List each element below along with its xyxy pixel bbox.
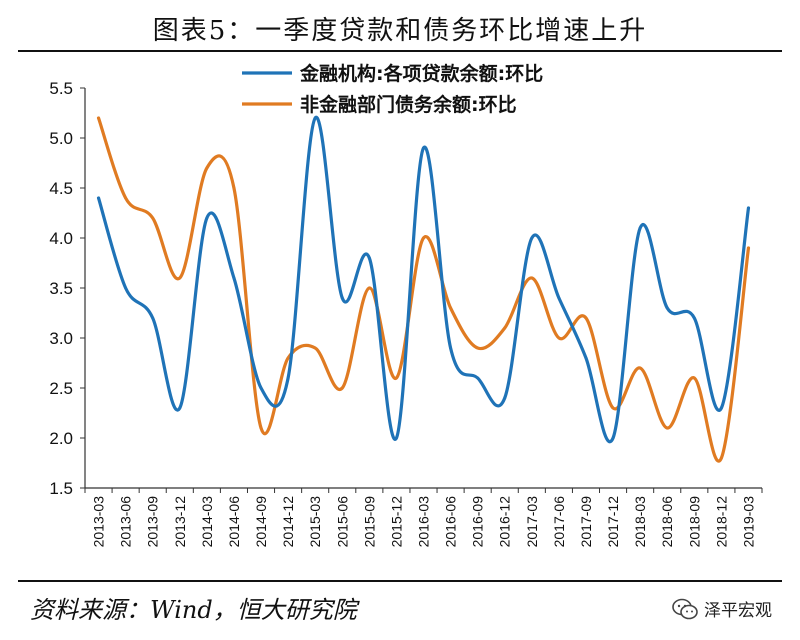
- data-point: [232, 276, 236, 280]
- title-divider: [18, 50, 782, 52]
- data-point: [530, 236, 534, 240]
- x-tick-label: 2016-12: [497, 496, 513, 548]
- y-tick-label: 2.5: [49, 379, 73, 398]
- data-point: [665, 426, 669, 430]
- x-tick-label: 2016-03: [416, 496, 432, 548]
- x-tick-label: 2017-03: [524, 496, 540, 548]
- y-tick-label: 2.0: [49, 429, 73, 448]
- data-point: [205, 216, 209, 220]
- y-tick-label: 4.5: [49, 179, 73, 198]
- x-tick-label: 2017-09: [578, 496, 594, 548]
- data-point: [584, 316, 588, 320]
- chart-series: [96, 116, 751, 463]
- x-tick-label: 2014-03: [199, 496, 215, 548]
- y-tick-label: 5.5: [49, 79, 73, 98]
- x-tick-label: 2017-06: [551, 496, 567, 548]
- data-point: [422, 146, 425, 150]
- legend-label-2: 非金融部门债务余额:环比: [300, 93, 517, 116]
- x-tick-label: 2016-06: [443, 496, 459, 548]
- x-tick-label: 2015-06: [334, 496, 350, 548]
- data-point: [530, 276, 534, 280]
- data-point: [205, 166, 209, 170]
- x-tick-label: 2018-12: [713, 496, 729, 548]
- data-point: [449, 306, 452, 310]
- data-point: [259, 386, 263, 390]
- x-tick-label: 2018-09: [686, 496, 702, 548]
- data-point: [124, 196, 128, 200]
- data-point: [422, 236, 425, 240]
- data-point: [124, 286, 128, 290]
- x-tick-label: 2018-03: [632, 496, 648, 548]
- data-point: [557, 296, 561, 300]
- data-point: [151, 216, 155, 220]
- data-point: [313, 116, 317, 120]
- data-point: [611, 406, 615, 410]
- x-tick-label: 2016-09: [470, 496, 486, 548]
- data-point: [151, 316, 155, 320]
- data-point: [286, 376, 290, 380]
- watermark: 泽平宏观: [672, 596, 772, 621]
- x-tick-label: 2018-06: [659, 496, 675, 548]
- data-point: [97, 116, 100, 120]
- data-point: [747, 206, 750, 210]
- data-point: [584, 356, 588, 360]
- data-point: [476, 376, 480, 380]
- wechat-icon: [672, 598, 698, 619]
- x-tick-label: 2014-09: [253, 496, 269, 548]
- data-point: [638, 366, 642, 370]
- series-line-1: [96, 116, 751, 444]
- data-point: [395, 436, 398, 440]
- data-point: [286, 356, 290, 360]
- data-point: [367, 286, 371, 290]
- chart-title: 图表5：一季度贷款和债务环比增速上升: [152, 16, 648, 46]
- x-tick-label: 2013-06: [118, 496, 134, 548]
- x-tick-label: 2014-12: [280, 496, 296, 548]
- x-tick-label: 2015-03: [307, 496, 323, 548]
- x-tick-label: 2015-12: [388, 496, 404, 548]
- series-line-2: [96, 116, 751, 463]
- x-tick-label: 2013-03: [91, 496, 107, 548]
- legend-label-1: 金融机构:各项贷款余额:环比: [299, 62, 543, 85]
- y-tick-label: 5.0: [49, 129, 73, 148]
- data-point: [340, 296, 344, 300]
- data-point: [747, 246, 750, 250]
- data-point: [503, 326, 507, 330]
- data-point: [449, 346, 452, 350]
- y-tick-label: 4.0: [49, 229, 73, 248]
- data-point: [557, 336, 561, 340]
- data-point: [395, 376, 398, 380]
- x-tick-label: 2013-12: [172, 496, 188, 548]
- data-point: [503, 396, 507, 400]
- y-tick-label: 3.5: [49, 279, 73, 298]
- data-point: [638, 226, 642, 230]
- source-note: 资料来源：Wind，恒大研究院: [30, 596, 357, 624]
- data-point: [476, 346, 480, 350]
- data-point: [232, 186, 236, 190]
- data-point: [313, 346, 317, 350]
- line-chart: 1.5 2.0 2.5 3.0 3.5 4.0 4.5 5.0 5.5 2013-03 2013-0…: [49, 62, 763, 548]
- chart-axes: 1.5 2.0 2.5 3.0 3.5 4.0 4.5 5.0 5.5 2013-03 2013-0…: [49, 79, 763, 548]
- x-tick-label: 2015-09: [361, 496, 377, 548]
- x-tick-label: 2013-09: [145, 496, 161, 548]
- data-point: [719, 406, 723, 410]
- data-point: [611, 436, 615, 440]
- x-tick-label: 2017-12: [605, 496, 621, 548]
- footer-divider: [18, 580, 782, 582]
- data-point: [719, 456, 723, 460]
- y-tick-label: 3.0: [49, 329, 73, 348]
- data-point: [178, 276, 182, 280]
- y-tick-label: 1.5: [49, 479, 73, 498]
- x-tick-label: 2014-06: [226, 496, 242, 548]
- data-point: [340, 386, 344, 390]
- data-point: [665, 306, 669, 310]
- data-point: [259, 426, 263, 430]
- data-point: [692, 376, 696, 380]
- x-tick-label: 2019-03: [740, 496, 756, 548]
- data-point: [692, 316, 696, 320]
- data-point: [178, 406, 182, 410]
- watermark-text: 泽平宏观: [704, 601, 772, 621]
- data-point: [97, 196, 100, 200]
- data-point: [367, 256, 371, 260]
